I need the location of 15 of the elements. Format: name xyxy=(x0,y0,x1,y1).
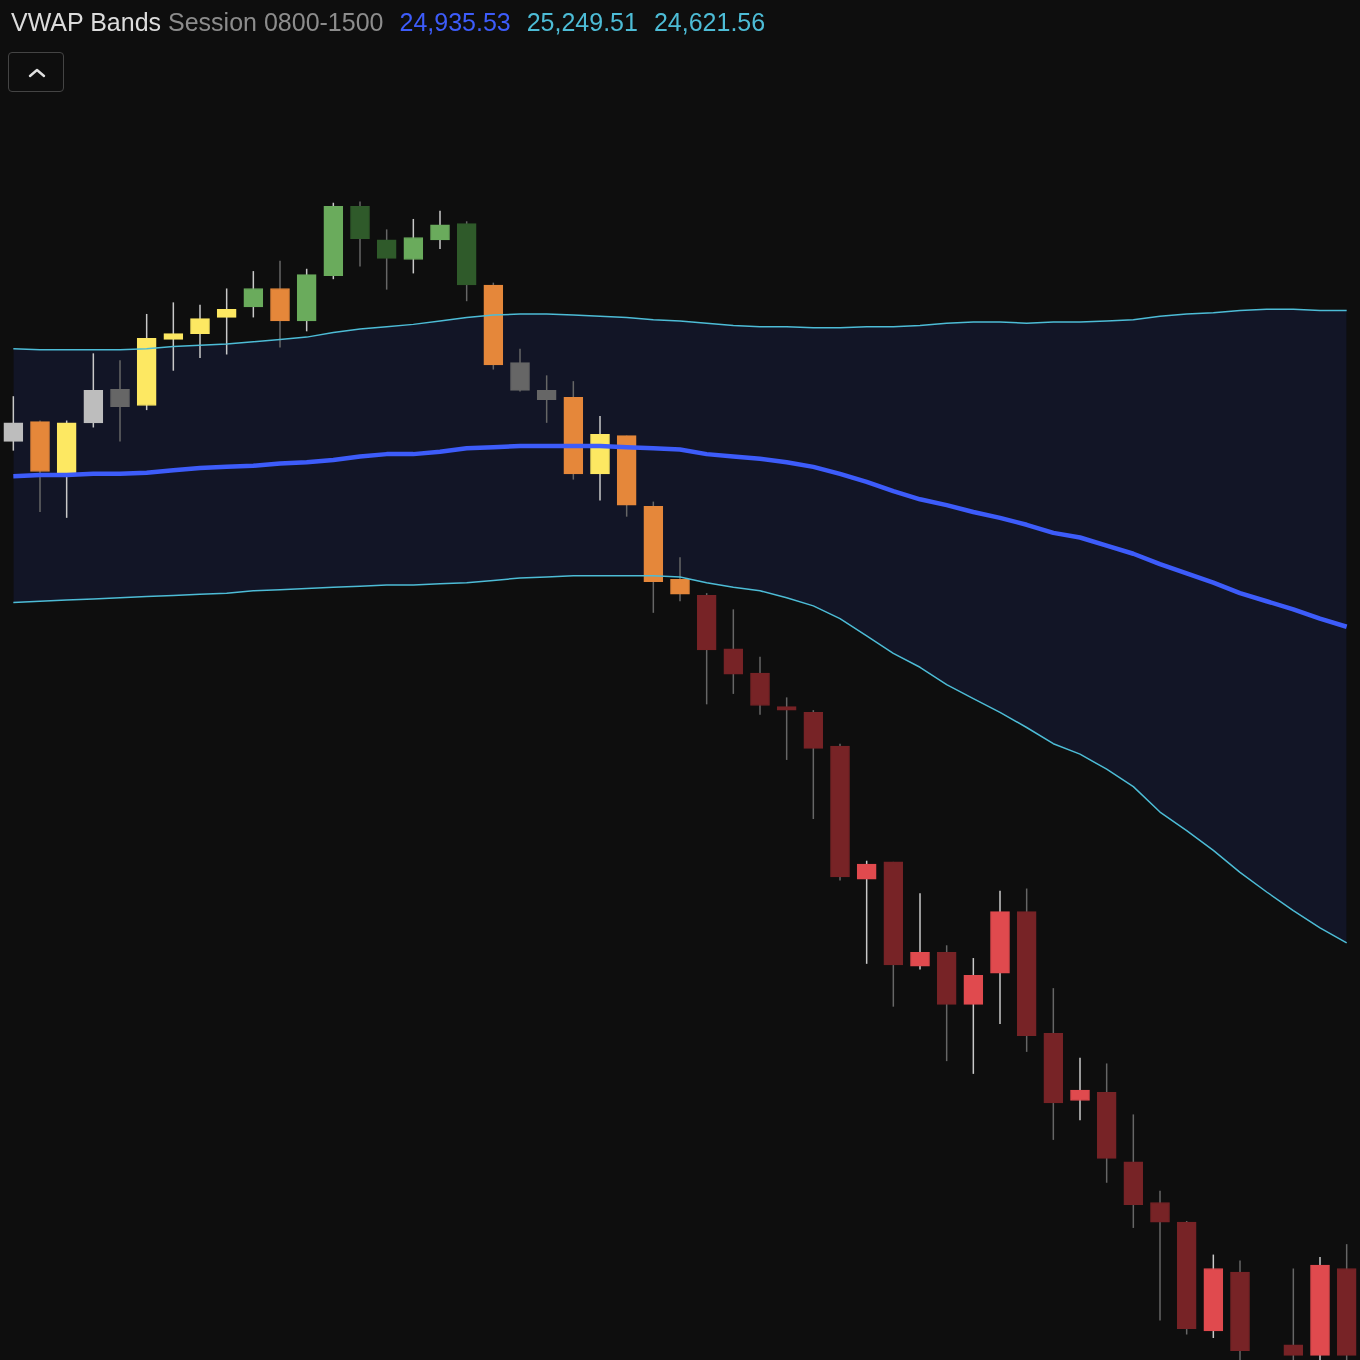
text: 25,249.51 xyxy=(526,8,638,36)
chart-subtitle: Session 0800-1500 xyxy=(168,8,384,36)
candlestick xyxy=(1283,1267,1304,1360)
text: 24,935.53 xyxy=(399,8,511,36)
candlestick xyxy=(536,374,557,424)
candlestick xyxy=(910,892,930,971)
candlestick xyxy=(1150,1190,1170,1322)
candlestick xyxy=(1070,1056,1090,1121)
candlestick xyxy=(110,359,130,443)
candlestick xyxy=(216,287,237,356)
chart-title: VWAP Bands xyxy=(11,8,162,36)
candlestick xyxy=(856,859,877,965)
text: 24,621.56 xyxy=(653,8,766,36)
candlestick xyxy=(403,218,424,275)
candlestick xyxy=(163,301,184,372)
